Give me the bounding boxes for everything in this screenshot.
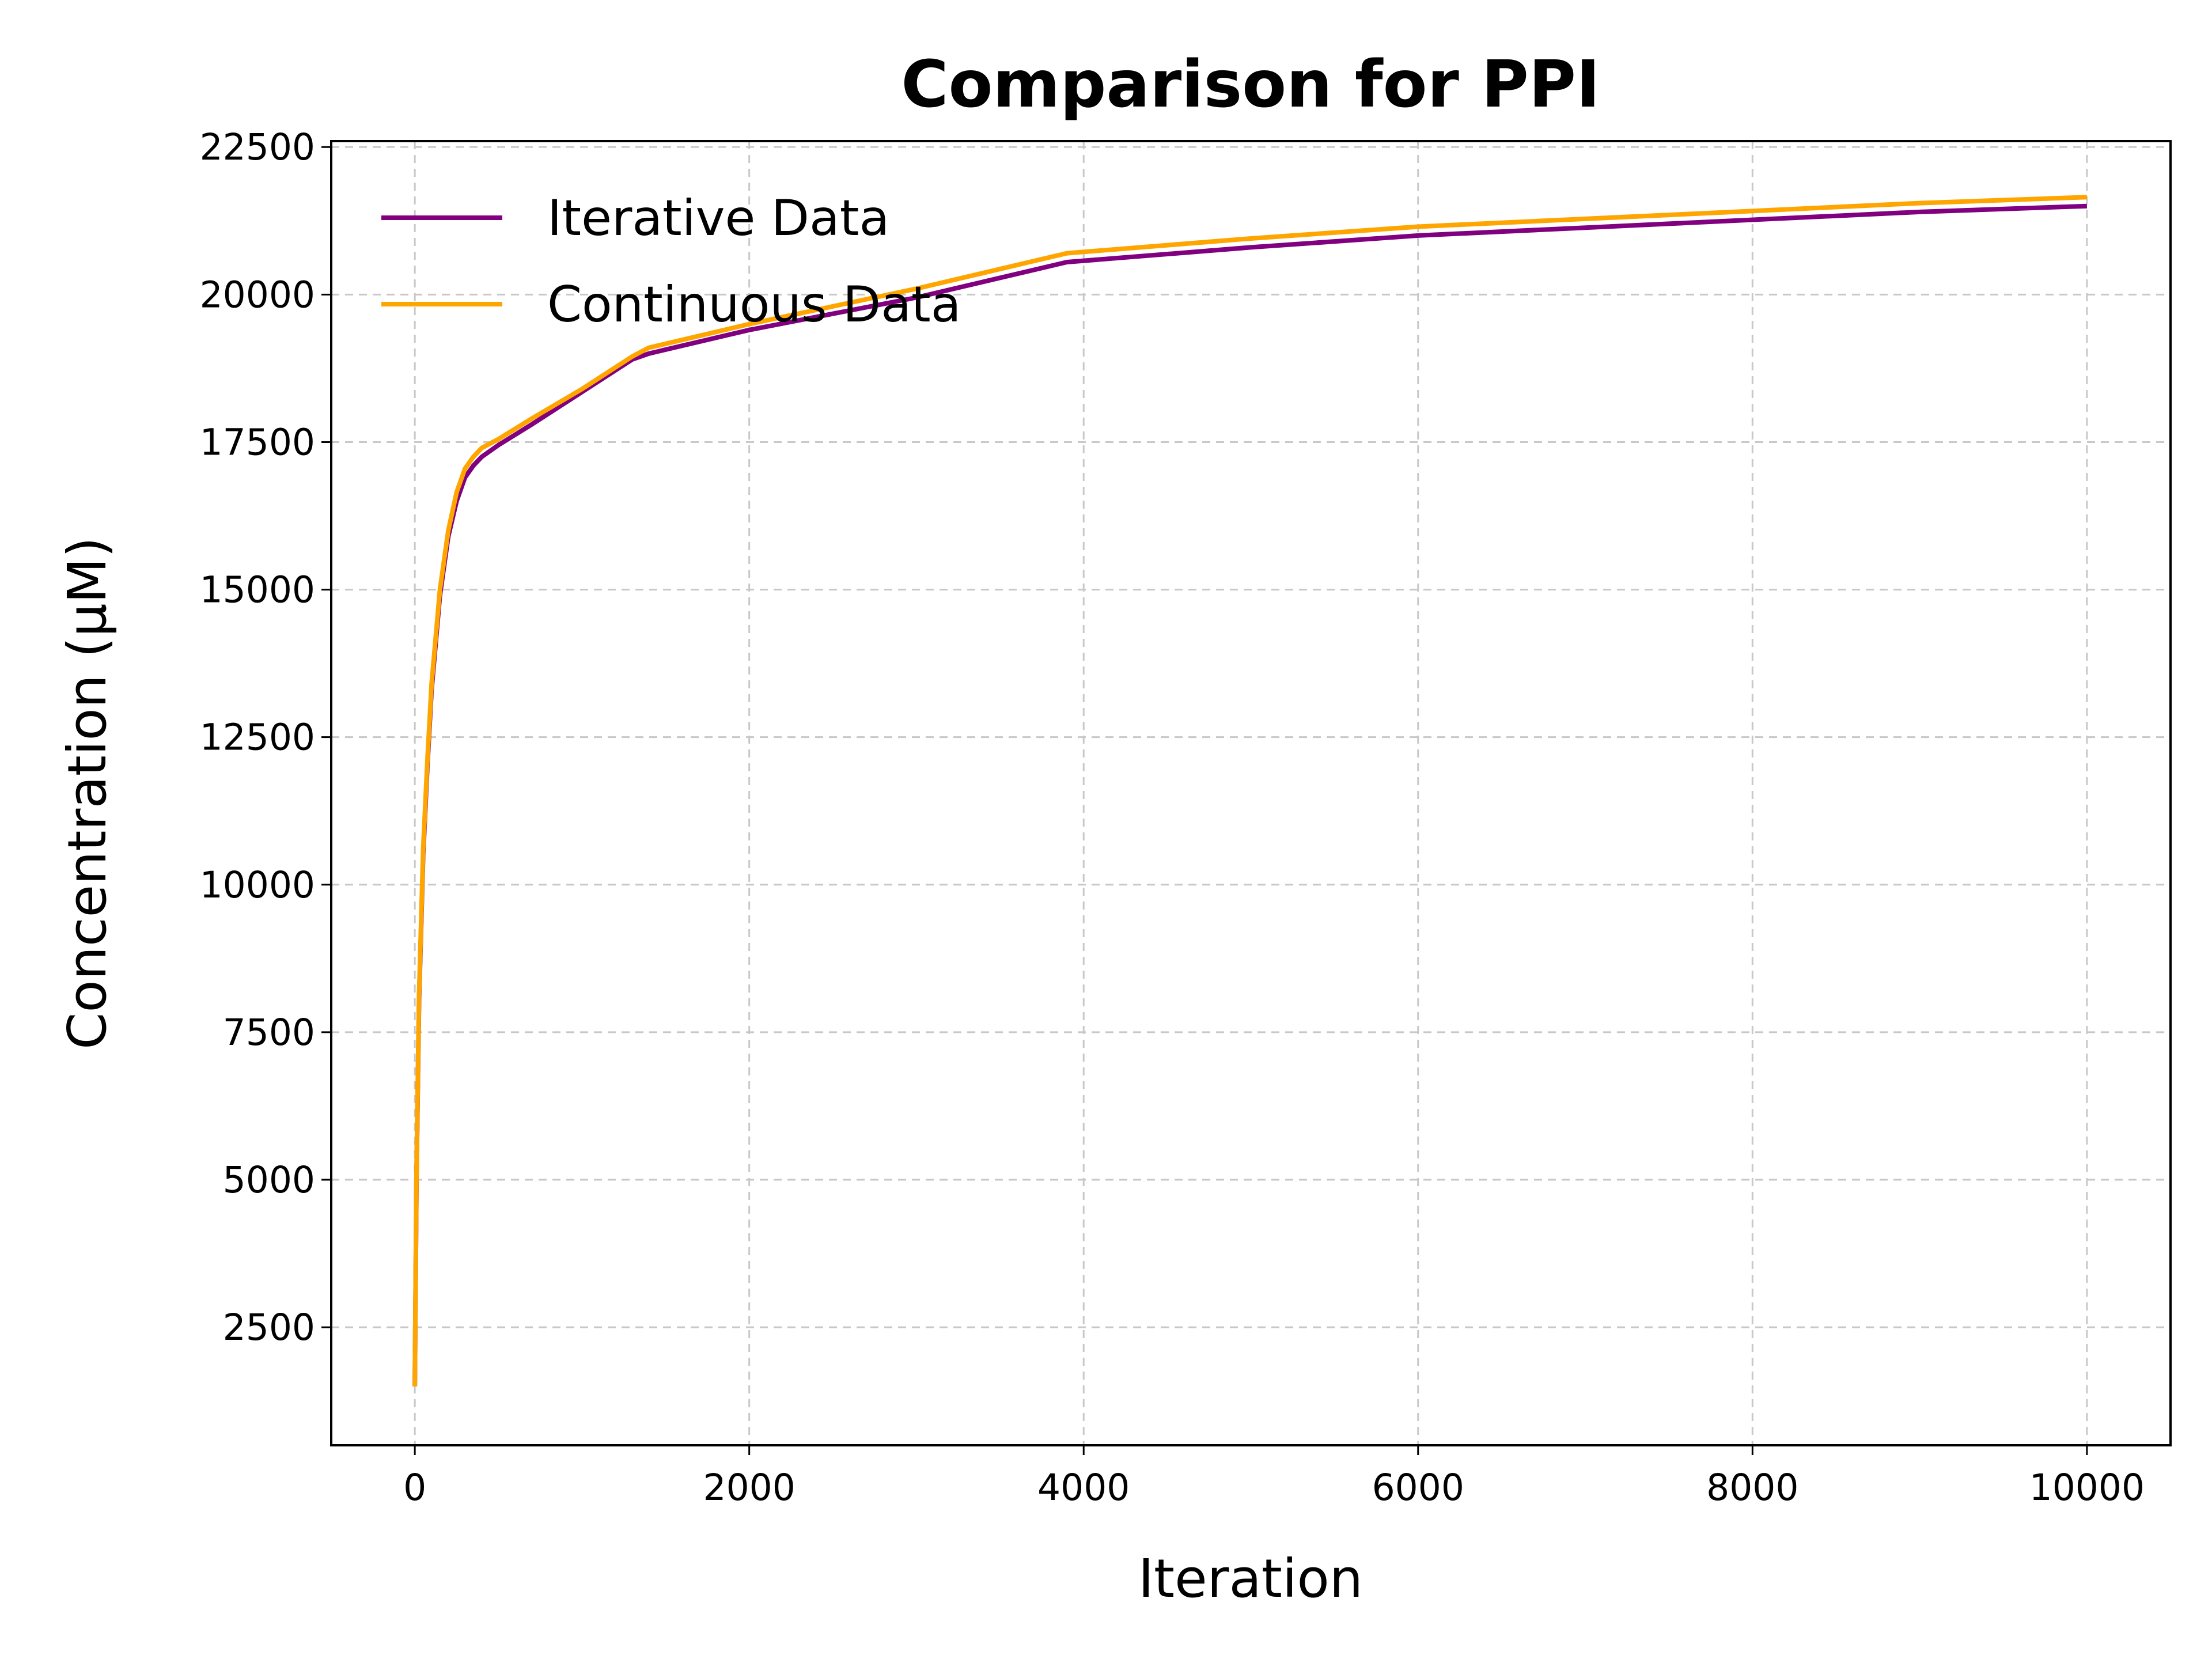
series-layer xyxy=(412,195,2088,1387)
plot-frame xyxy=(330,140,2172,1446)
y-tick-label: 20000 xyxy=(200,274,315,316)
x-axis-label: Iteration xyxy=(1138,1548,1363,1609)
x-tick-label: 8000 xyxy=(1706,1467,1798,1509)
legend-label-1: Continuous Data xyxy=(547,276,961,334)
y-tick-label: 10000 xyxy=(200,864,315,906)
y-tick-label: 12500 xyxy=(200,717,315,759)
y-tick-label: 5000 xyxy=(223,1159,315,1201)
x-tick-label: 0 xyxy=(403,1467,426,1509)
series-line-1 xyxy=(412,195,2088,1387)
y-tick-label: 22500 xyxy=(200,126,315,168)
x-tick-label: 2000 xyxy=(703,1467,796,1509)
grid xyxy=(331,141,2171,1445)
x-axis: 0 2000 4000 6000 8000 10000 xyxy=(403,1445,2145,1509)
y-tick-label: 2500 xyxy=(223,1306,315,1349)
chart-title: Comparison for PPI xyxy=(901,47,1600,122)
y-axis: 2500 5000 7500 10000 12500 15000 17500 20000 225… xyxy=(200,126,331,1349)
legend-label-0: Iterative Data xyxy=(547,190,889,247)
x-tick-label: 6000 xyxy=(1372,1467,1464,1509)
y-tick-label: 17500 xyxy=(200,421,315,463)
legend: Iterative Data Continuous Data xyxy=(381,190,961,334)
x-tick-label: 10000 xyxy=(2029,1467,2145,1509)
x-tick-label: 4000 xyxy=(1037,1467,1130,1509)
y-tick-label: 15000 xyxy=(200,569,315,611)
y-axis-label: Concentration (μM) xyxy=(56,537,118,1050)
y-tick-label: 7500 xyxy=(223,1012,315,1054)
